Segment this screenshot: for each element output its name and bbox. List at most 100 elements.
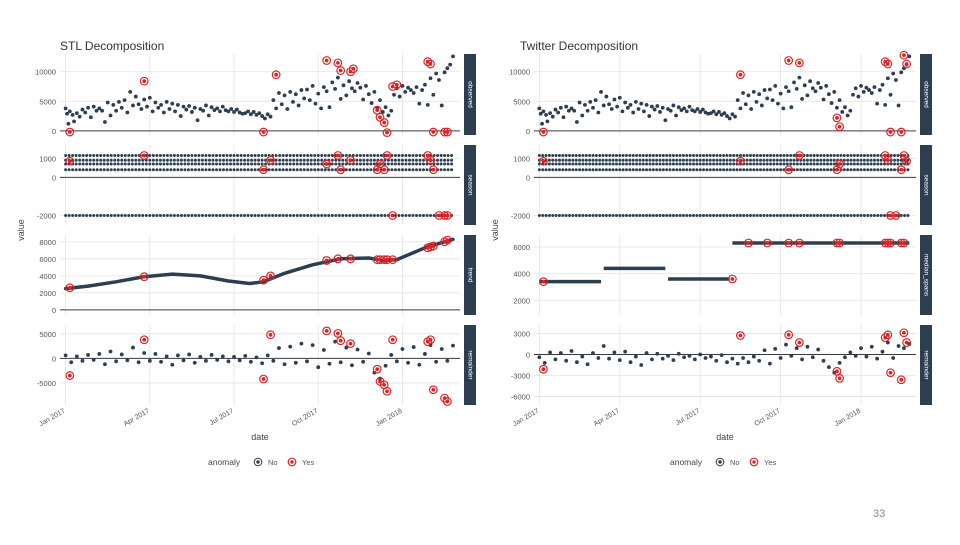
season-point [179, 158, 183, 162]
data-point [537, 355, 542, 360]
season-point [862, 158, 866, 162]
season-point [695, 213, 699, 217]
data-point [204, 103, 208, 108]
season-point [648, 158, 652, 162]
anomaly-ring [794, 151, 804, 160]
season-point [651, 162, 655, 166]
anomaly-ring [835, 238, 844, 248]
data-point [170, 101, 175, 106]
data-point [386, 113, 391, 118]
season-point [638, 162, 642, 166]
data-point [829, 101, 834, 105]
season-point [257, 153, 261, 157]
season-point [200, 153, 204, 157]
data-point [692, 357, 697, 362]
data-point [633, 354, 638, 359]
anomaly-point [904, 340, 909, 345]
season-point [765, 162, 769, 166]
season-point [120, 153, 124, 157]
anomaly-ring [744, 238, 753, 248]
season-point [400, 162, 404, 166]
data-point [719, 112, 724, 117]
season-point [134, 168, 138, 172]
season-point [802, 168, 806, 172]
season-point [896, 162, 900, 166]
data-point [142, 351, 147, 355]
data-point [439, 347, 444, 351]
data-point [859, 346, 863, 351]
season-point [755, 153, 759, 157]
season-point [584, 162, 588, 166]
data-point [778, 356, 783, 360]
anomaly-point [375, 367, 380, 372]
data-point [896, 103, 901, 108]
season-point [313, 153, 317, 157]
season-point [826, 158, 830, 162]
season-point [229, 162, 233, 166]
anomaly-ring [794, 338, 804, 347]
data-point [305, 87, 309, 92]
data-point [125, 358, 130, 363]
season-point [862, 168, 866, 172]
anomaly-point [786, 58, 791, 63]
season-point [678, 153, 682, 157]
season-point [88, 168, 92, 172]
season-point [604, 213, 608, 217]
season-point [614, 168, 618, 172]
season-point [155, 162, 159, 166]
season-point [253, 162, 257, 166]
anomaly-point [142, 274, 147, 279]
data-point [682, 355, 687, 360]
season-point [775, 213, 779, 217]
season-point [598, 213, 602, 217]
season-point [722, 153, 726, 157]
season-point [67, 168, 71, 172]
data-point [636, 107, 641, 111]
facet-strip [920, 54, 932, 135]
season-point [819, 153, 823, 157]
season-point [822, 168, 826, 172]
season-point [179, 213, 183, 217]
season-point [648, 168, 652, 172]
season-point [239, 158, 243, 162]
season-point [661, 158, 665, 162]
season-point [200, 162, 204, 166]
data-point [341, 83, 346, 88]
anomaly-ring [899, 238, 909, 248]
data-point [366, 351, 371, 356]
season-point [439, 162, 443, 166]
season-point [172, 153, 176, 157]
season-point [779, 213, 783, 217]
anomaly-ring [902, 156, 912, 166]
data-point [380, 110, 385, 114]
season-point [899, 213, 903, 217]
data-point [263, 116, 267, 121]
data-point [666, 107, 670, 111]
data-point [553, 107, 558, 112]
season-point [631, 162, 635, 166]
season-point [561, 168, 565, 172]
data-point [569, 106, 574, 111]
x-tick-label: Jul 2017 [209, 408, 236, 427]
season-point [365, 153, 369, 157]
season-point [344, 213, 348, 217]
season-point [578, 158, 582, 162]
season-point [762, 153, 766, 157]
data-point [91, 357, 96, 362]
data-point [891, 356, 896, 360]
season-point [738, 168, 742, 172]
season-point [446, 168, 450, 172]
data-point [631, 110, 636, 115]
data-point [310, 343, 315, 348]
season-point [250, 158, 254, 162]
season-point [148, 158, 152, 162]
data-point [735, 98, 740, 103]
season-point [735, 168, 739, 172]
data-point [768, 87, 772, 92]
data-point [762, 348, 767, 353]
y-tick-label: -2000 [511, 211, 530, 220]
data-point [77, 114, 82, 119]
season-point [222, 153, 226, 157]
season-point [862, 153, 866, 157]
anomaly-point [837, 241, 842, 245]
